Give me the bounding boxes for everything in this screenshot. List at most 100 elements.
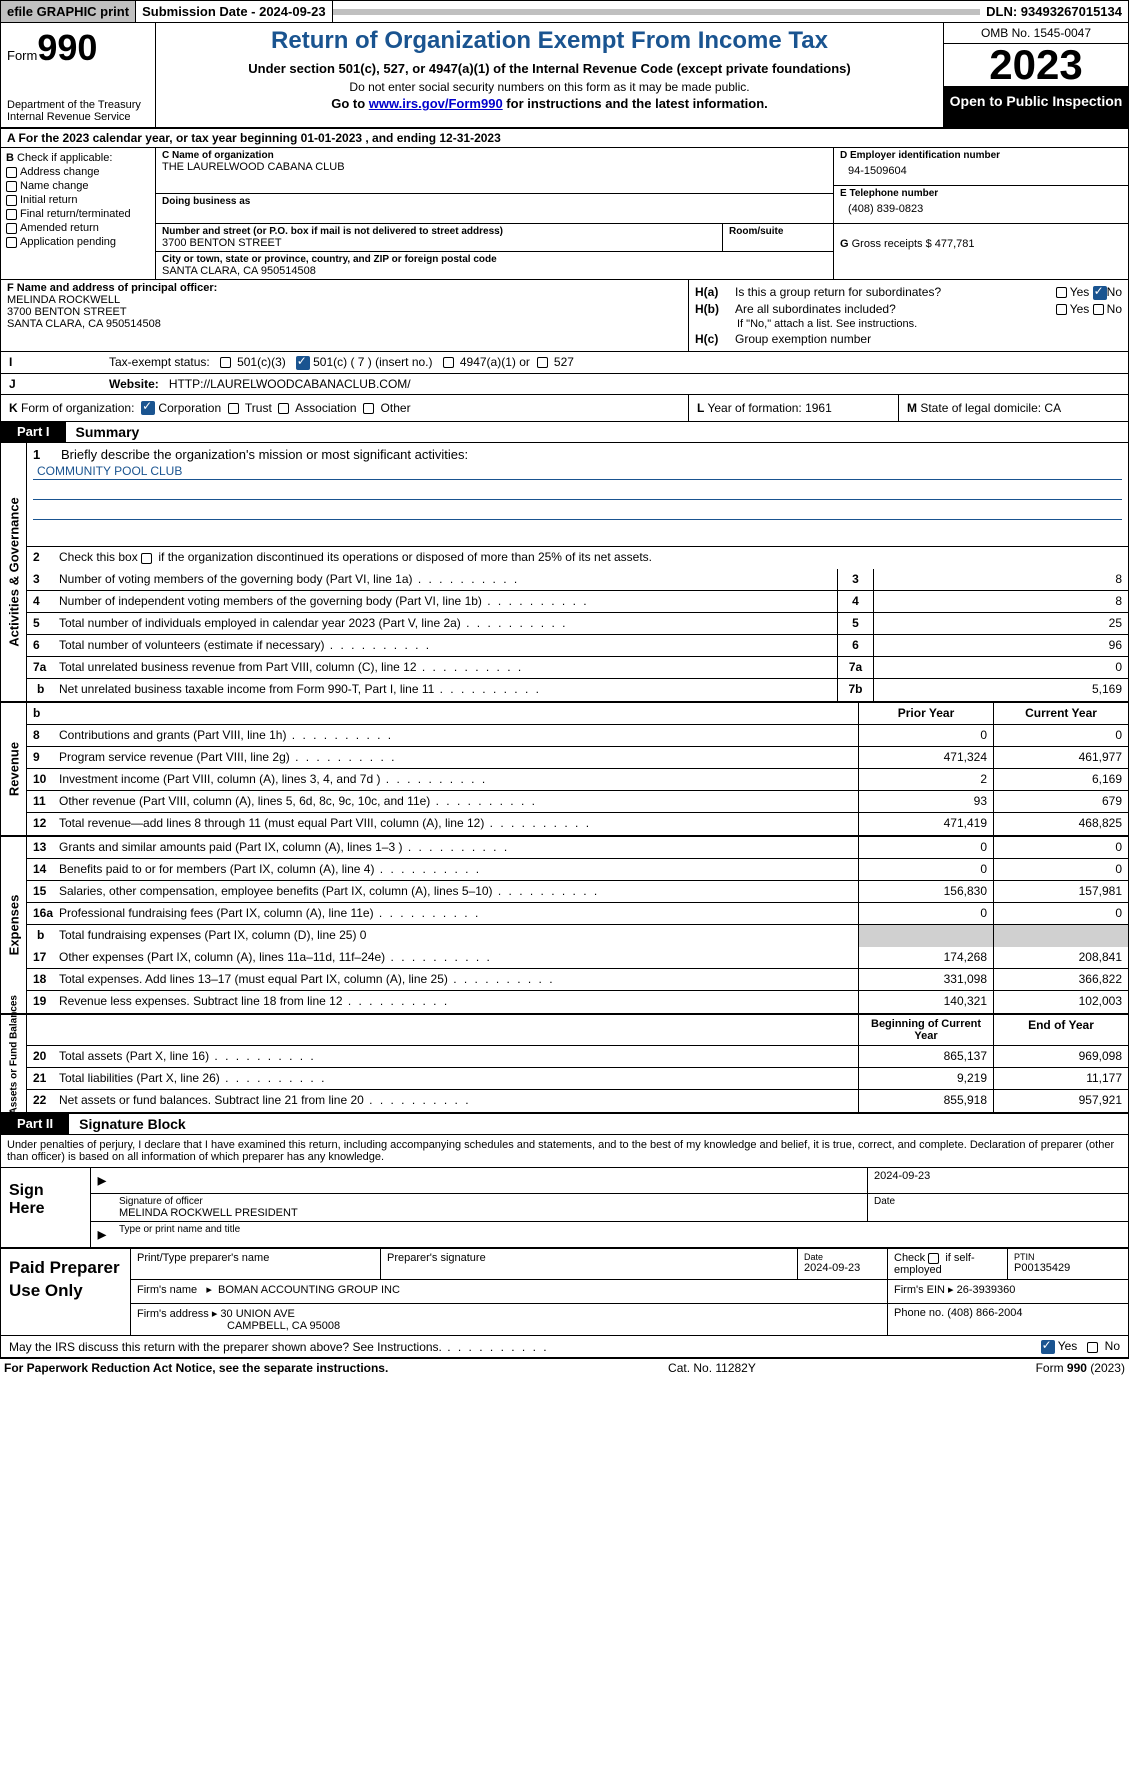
trust-checkbox[interactable] bbox=[228, 403, 239, 414]
line-num: 14 bbox=[27, 859, 55, 880]
527-checkbox[interactable] bbox=[537, 357, 548, 368]
prep-name-lbl: Print/Type preparer's name bbox=[131, 1249, 381, 1279]
curr-val: 208,841 bbox=[993, 947, 1128, 968]
rev-hdr-blank: b bbox=[27, 703, 55, 724]
colb-option: Name change bbox=[6, 180, 150, 192]
curr-val: 0 bbox=[993, 837, 1128, 858]
colb-checkbox[interactable] bbox=[6, 181, 17, 192]
officer-name: MELINDA ROCKWELL bbox=[7, 294, 682, 306]
colb-checkbox[interactable] bbox=[6, 167, 17, 178]
line-desc: Other expenses (Part IX, column (A), lin… bbox=[55, 947, 858, 968]
h-block: H(a) Is this a group return for subordin… bbox=[688, 280, 1128, 351]
line-desc: Total revenue—add lines 8 through 11 (mu… bbox=[55, 813, 858, 835]
form-org-label: Form of organization: bbox=[21, 401, 134, 415]
may-no-checkbox[interactable] bbox=[1087, 1342, 1098, 1353]
ha-no-checkbox[interactable] bbox=[1093, 286, 1107, 300]
vtab-governance: Activities & Governance bbox=[1, 443, 27, 701]
hb-no-checkbox[interactable] bbox=[1093, 304, 1104, 315]
colb-checkbox[interactable] bbox=[6, 209, 17, 220]
line-desc: Total unrelated business revenue from Pa… bbox=[55, 657, 837, 678]
line-val: 0 bbox=[873, 657, 1128, 678]
efile-btn[interactable]: efile GRAPHIC print bbox=[1, 1, 136, 22]
4947-checkbox[interactable] bbox=[443, 357, 454, 368]
colb-checkbox[interactable] bbox=[6, 237, 17, 248]
hb-yes-checkbox[interactable] bbox=[1056, 304, 1067, 315]
curr-val: 6,169 bbox=[993, 769, 1128, 790]
line-box: 5 bbox=[837, 613, 873, 634]
mission-value: COMMUNITY POOL CLUB bbox=[33, 462, 1122, 480]
l2-checkbox[interactable] bbox=[141, 553, 152, 564]
prior-val: 471,324 bbox=[858, 747, 993, 768]
ha-label: H(a) bbox=[695, 285, 735, 299]
irs-link[interactable]: www.irs.gov/Form990 bbox=[369, 96, 503, 111]
ha-yes-checkbox[interactable] bbox=[1056, 287, 1067, 298]
colb-checkbox[interactable] bbox=[6, 195, 17, 206]
check-if-applicable: Check if applicable: bbox=[17, 152, 112, 164]
goto-line: Go to www.irs.gov/Form990 for instructio… bbox=[164, 96, 935, 111]
prior-val: 2 bbox=[858, 769, 993, 790]
block-bcdeg: B Check if applicable: Address changeNam… bbox=[0, 148, 1129, 279]
firm-ein-value: 26-3939360 bbox=[957, 1284, 1016, 1296]
klm-row: K Form of organization: Corporation Trus… bbox=[0, 395, 1129, 423]
other-checkbox[interactable] bbox=[363, 403, 374, 414]
firm-addr-lbl: Firm's address bbox=[137, 1308, 209, 1320]
501c3-label: 501(c)(3) bbox=[237, 355, 286, 369]
line-num: 9 bbox=[27, 747, 55, 768]
hc-label: H(c) bbox=[695, 332, 735, 346]
firm-addr1: 30 UNION AVE bbox=[220, 1308, 294, 1320]
goto-pre: Go to bbox=[331, 96, 369, 111]
yes-label2: Yes bbox=[1070, 302, 1090, 316]
may-yes-checkbox[interactable] bbox=[1041, 1340, 1055, 1354]
phone-value: (408) 839-0823 bbox=[840, 199, 1122, 219]
line-desc: Other revenue (Part VIII, column (A), li… bbox=[55, 791, 858, 812]
line-num: 13 bbox=[27, 837, 55, 858]
e-phone-lbl: E Telephone number bbox=[840, 188, 1122, 199]
gov-row: bNet unrelated business taxable income f… bbox=[27, 679, 1128, 701]
line-num: 15 bbox=[27, 881, 55, 902]
col-b-checkboxes: B Check if applicable: Address changeNam… bbox=[1, 148, 156, 279]
line-num: 5 bbox=[27, 613, 55, 634]
arrow-icon3: ▸ bbox=[91, 1222, 113, 1247]
phone-value: (408) 866-2004 bbox=[947, 1307, 1022, 1319]
data-row: 15Salaries, other compensation, employee… bbox=[27, 881, 1128, 903]
vtab-revenue: Revenue bbox=[1, 703, 27, 835]
501c3-checkbox[interactable] bbox=[220, 357, 231, 368]
firm-name-value: BOMAN ACCOUNTING GROUP INC bbox=[218, 1284, 400, 1296]
data-row: 13Grants and similar amounts paid (Part … bbox=[27, 837, 1128, 859]
prior-val: 331,098 bbox=[858, 969, 993, 990]
may-yes-label: Yes bbox=[1058, 1339, 1078, 1353]
data-row: 14Benefits paid to or for members (Part … bbox=[27, 859, 1128, 881]
line-box: 7b bbox=[837, 679, 873, 701]
prep-date-lbl: Date bbox=[804, 1252, 881, 1262]
tax-exempt-label: Tax-exempt status: bbox=[109, 355, 210, 369]
firm-name-lbl: Firm's name bbox=[137, 1284, 197, 1296]
line-num: 8 bbox=[27, 725, 55, 746]
k-label: K bbox=[9, 401, 18, 415]
colb-option: Address change bbox=[6, 166, 150, 178]
l1-text: Briefly describe the organization's miss… bbox=[61, 447, 468, 462]
curr-val: 366,822 bbox=[993, 969, 1128, 990]
l2-desc: Check this box if the organization disco… bbox=[55, 547, 1128, 569]
line-desc: Program service revenue (Part VIII, line… bbox=[55, 747, 858, 768]
col-end-year: End of Year bbox=[993, 1015, 1128, 1045]
header-left: Form990 Department of the Treasury Inter… bbox=[1, 23, 156, 127]
assoc-checkbox[interactable] bbox=[278, 403, 289, 414]
self-employed-checkbox[interactable] bbox=[928, 1253, 939, 1264]
colb-checkbox[interactable] bbox=[6, 223, 17, 234]
m-cell: M State of legal domicile: CA bbox=[898, 395, 1128, 422]
hb-label: H(b) bbox=[695, 302, 735, 316]
line-desc: Investment income (Part VIII, column (A)… bbox=[55, 769, 858, 790]
no-label: No bbox=[1107, 285, 1122, 299]
may-irs-row: May the IRS discuss this return with the… bbox=[0, 1336, 1129, 1359]
line-desc: Salaries, other compensation, employee b… bbox=[55, 881, 858, 902]
line-box: 3 bbox=[837, 569, 873, 590]
l-label: L bbox=[697, 401, 704, 415]
501c-checkbox[interactable] bbox=[296, 356, 310, 370]
date-label: Date bbox=[874, 1196, 1122, 1207]
tax-year: 2023 bbox=[944, 44, 1128, 87]
goto-post: for instructions and the latest informat… bbox=[503, 96, 768, 111]
colb-option: Application pending bbox=[6, 236, 150, 248]
line-num: 11 bbox=[27, 791, 55, 812]
dept-treasury: Department of the Treasury Internal Reve… bbox=[7, 99, 149, 123]
corp-checkbox[interactable] bbox=[141, 401, 155, 415]
